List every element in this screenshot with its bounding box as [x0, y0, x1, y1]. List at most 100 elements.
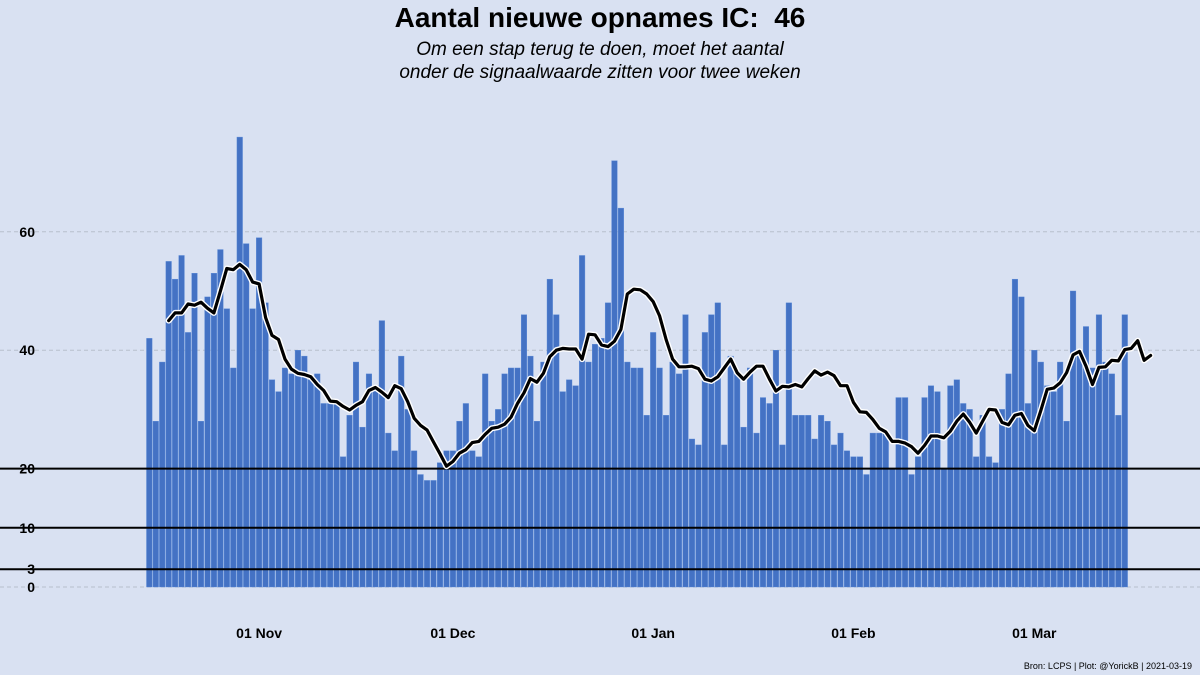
- bar: [269, 379, 276, 588]
- bar: [669, 361, 676, 588]
- bar: [643, 415, 650, 588]
- bar: [165, 261, 172, 588]
- bar: [210, 273, 217, 588]
- chart-title: Aantal nieuwe opnames IC: 46: [394, 2, 806, 33]
- bar: [604, 302, 611, 588]
- bars: [146, 136, 1128, 588]
- bar: [721, 444, 728, 588]
- bar: [688, 438, 695, 588]
- bar: [921, 397, 928, 588]
- bar: [385, 432, 392, 588]
- bar: [449, 450, 456, 588]
- x-tick-label: 01 Feb: [831, 625, 875, 641]
- bar: [301, 355, 308, 588]
- bar: [947, 385, 954, 588]
- bar: [869, 432, 876, 588]
- bar: [546, 278, 553, 588]
- x-tick-label: 01 Nov: [236, 625, 282, 641]
- bar: [811, 438, 818, 588]
- subtitle-line-1: Om een stap terug te doen, moet het aant…: [416, 39, 784, 60]
- bar: [275, 391, 282, 588]
- bar: [508, 367, 515, 588]
- bar: [579, 255, 586, 588]
- y-tick-label: 0: [27, 579, 35, 595]
- bar: [740, 426, 747, 588]
- bar: [475, 456, 482, 588]
- bar: [682, 314, 689, 588]
- x-tick-label: 01 Jan: [631, 625, 675, 641]
- bar: [378, 320, 385, 588]
- bar: [973, 456, 980, 588]
- bar: [243, 243, 250, 588]
- y-axis-ticks: 0 3 10 20 40 60: [19, 224, 35, 595]
- bar: [398, 355, 405, 588]
- bar: [882, 432, 889, 588]
- bar: [701, 332, 708, 588]
- x-tick-label: 01 Dec: [430, 625, 475, 641]
- bar: [1057, 361, 1064, 588]
- bar: [856, 456, 863, 588]
- bar: [598, 338, 605, 588]
- bar: [417, 474, 424, 588]
- bar: [152, 421, 159, 588]
- y-tick-label: 20: [19, 461, 35, 477]
- bar: [1115, 415, 1122, 588]
- bar: [727, 355, 734, 588]
- bar: [482, 373, 489, 588]
- bar: [1070, 290, 1077, 588]
- bar: [281, 367, 288, 588]
- bar: [501, 373, 508, 588]
- bar: [462, 403, 469, 588]
- bar: [1108, 373, 1115, 588]
- bar: [1063, 421, 1070, 588]
- bar: [527, 355, 534, 588]
- bar: [514, 367, 521, 588]
- bar: [223, 308, 230, 588]
- bar: [353, 361, 360, 588]
- bar: [960, 403, 967, 588]
- bar: [902, 397, 909, 588]
- subtitle-line-2: onder de signaalwaarde zitten voor twee …: [399, 62, 801, 83]
- bar: [818, 415, 825, 588]
- bar: [805, 415, 812, 588]
- bar: [488, 421, 495, 588]
- bar: [714, 302, 721, 588]
- bar: [236, 136, 243, 588]
- bar: [191, 273, 198, 588]
- bar: [204, 296, 211, 588]
- bar: [365, 373, 372, 588]
- bar: [876, 432, 883, 588]
- x-axis-ticks: 01 Nov 01 Dec 01 Jan 01 Feb 01 Mar: [236, 625, 1057, 641]
- moving-average-line: [167, 262, 1153, 468]
- bar: [1121, 314, 1128, 588]
- bar: [566, 379, 573, 588]
- bar: [430, 480, 437, 588]
- bar: [288, 373, 295, 588]
- bar: [391, 450, 398, 588]
- bar: [831, 444, 838, 588]
- bar: [359, 426, 366, 588]
- moving-average: [165, 261, 1154, 470]
- y-tick-label: 3: [27, 561, 35, 577]
- bar: [320, 403, 327, 588]
- bar: [1089, 367, 1096, 588]
- bar: [424, 480, 431, 588]
- bar: [340, 456, 347, 588]
- bar: [172, 278, 179, 588]
- bar: [159, 361, 166, 588]
- bar: [676, 373, 683, 588]
- bar: [217, 249, 224, 588]
- bar: [695, 444, 702, 588]
- bar: [1095, 314, 1102, 588]
- bar: [572, 385, 579, 588]
- bar: [553, 314, 560, 588]
- bar: [792, 415, 799, 588]
- bar: [915, 456, 922, 588]
- bar: [256, 237, 263, 588]
- bar: [650, 332, 657, 588]
- bar: [185, 332, 192, 588]
- bar: [908, 474, 915, 588]
- bar: [824, 421, 831, 588]
- x-tick-label: 01 Mar: [1012, 625, 1057, 641]
- bar: [314, 373, 321, 588]
